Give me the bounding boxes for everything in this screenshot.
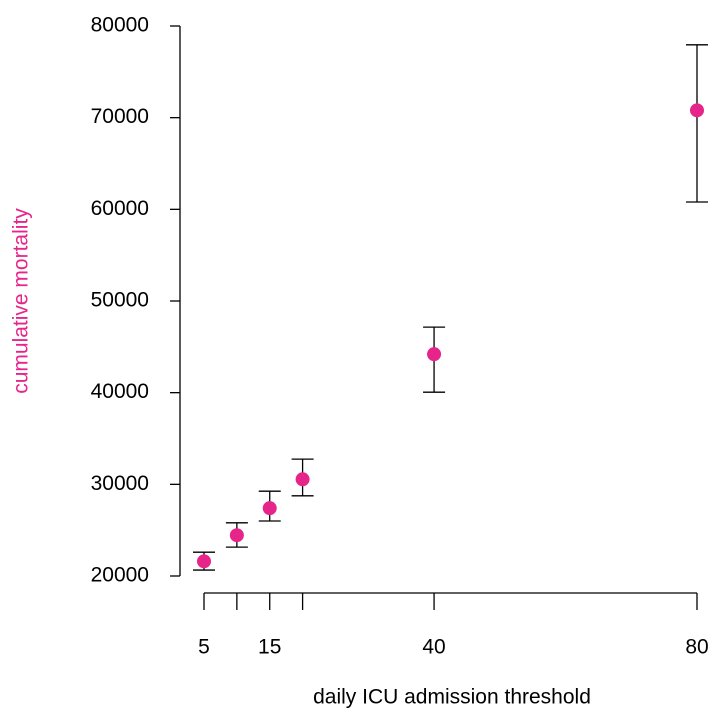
point [690,103,704,118]
y-tick-label: 80000 [91,14,149,37]
y-tick-label: 60000 [91,197,149,220]
x-axis-label: daily ICU admission threshold [313,686,591,709]
x-tick-label: 80 [685,636,708,659]
point [229,528,244,543]
y-tick-label: 40000 [91,380,149,403]
x-tick-label: 15 [258,636,281,659]
y-tick-label: 70000 [91,105,149,128]
x-tick-label: 5 [198,636,210,659]
point [262,501,277,516]
y-tick-label: 20000 [91,564,149,587]
point [295,472,310,487]
point [197,554,211,569]
y-tick-label: 30000 [91,472,149,495]
y-tick-label: 50000 [91,289,149,312]
point [427,347,442,362]
x-tick-label: 40 [422,636,445,659]
y-axis-label: cumulative mortality [10,208,33,394]
